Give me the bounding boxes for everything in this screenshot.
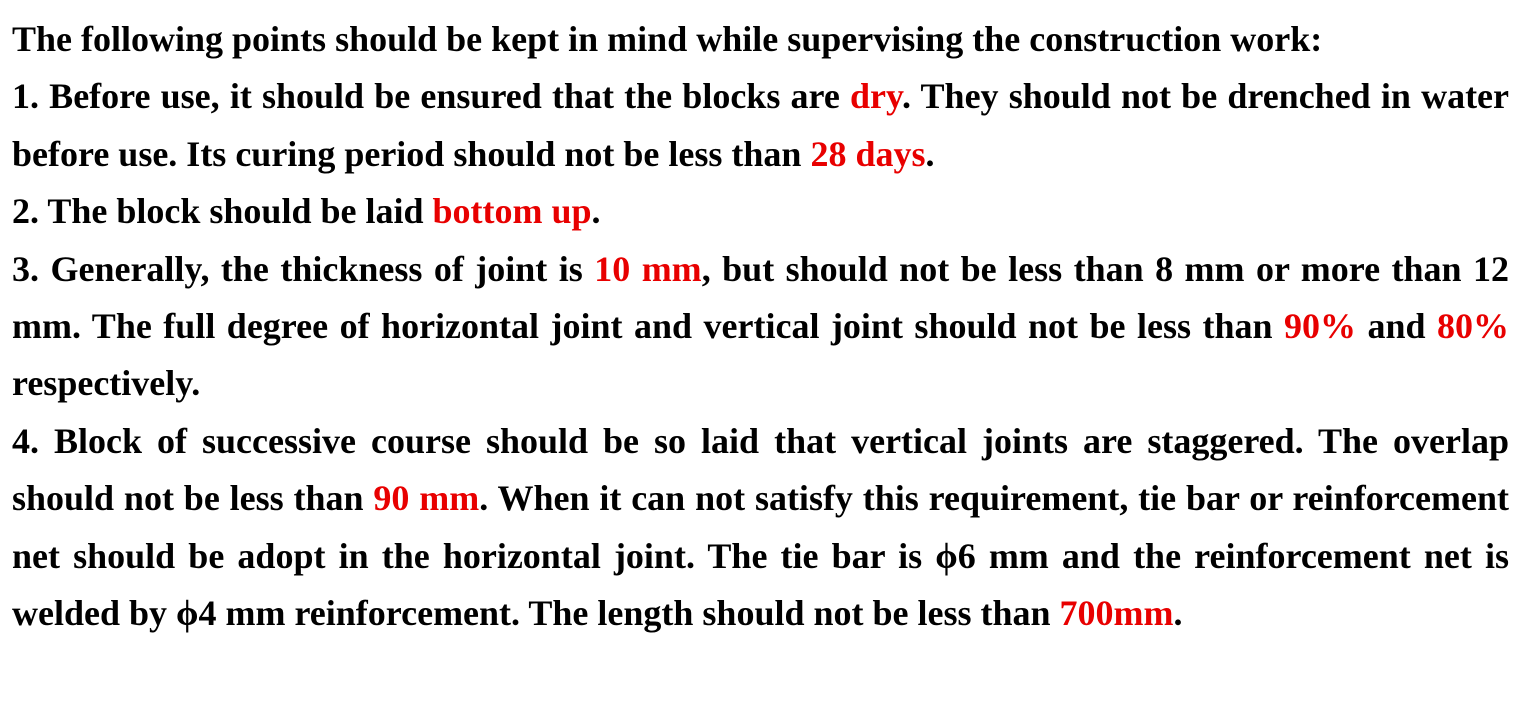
text-run: . They should not be drenched in water b… xyxy=(12,76,1510,174)
text-run: . xyxy=(925,133,935,174)
highlight: dry xyxy=(850,76,903,117)
text-run: . When it can not satisfy this requireme… xyxy=(12,478,1509,634)
highlight: 10 mm xyxy=(594,248,702,289)
document: The following points should be kept in m… xyxy=(12,11,1509,642)
highlight: 90% xyxy=(1283,306,1356,347)
highlight: 700mm xyxy=(1059,593,1174,634)
text-run: and xyxy=(1355,306,1437,347)
list-item: 1. Before use, it should be ensured that… xyxy=(12,68,1509,183)
highlight: 28 days xyxy=(810,133,926,174)
list-item: 3. Generally, the thickness of joint is … xyxy=(12,241,1509,413)
highlight: bottom up xyxy=(432,191,592,232)
text-run: . xyxy=(591,191,601,232)
text-run: respectively. xyxy=(12,363,201,404)
highlight: 80% xyxy=(1437,306,1509,347)
highlight: 90 mm xyxy=(373,478,480,519)
list-item: 4. Block of successive course should be … xyxy=(12,413,1509,643)
text-run: 3. Generally, the thickness of joint is xyxy=(12,248,595,289)
text-run: , but should not be less than 8 mm or mo… xyxy=(12,248,1510,347)
text-run: 4. Block of successive course should be … xyxy=(12,420,1509,519)
text-run: . xyxy=(1173,593,1183,634)
list-item: 2. The block should be laid bottom up. xyxy=(12,183,1509,240)
text-run: 2. The block should be laid xyxy=(12,191,433,232)
text-run: 1. Before use, it should be ensured that… xyxy=(12,76,850,117)
intro: The following points should be kept in m… xyxy=(12,19,1323,59)
